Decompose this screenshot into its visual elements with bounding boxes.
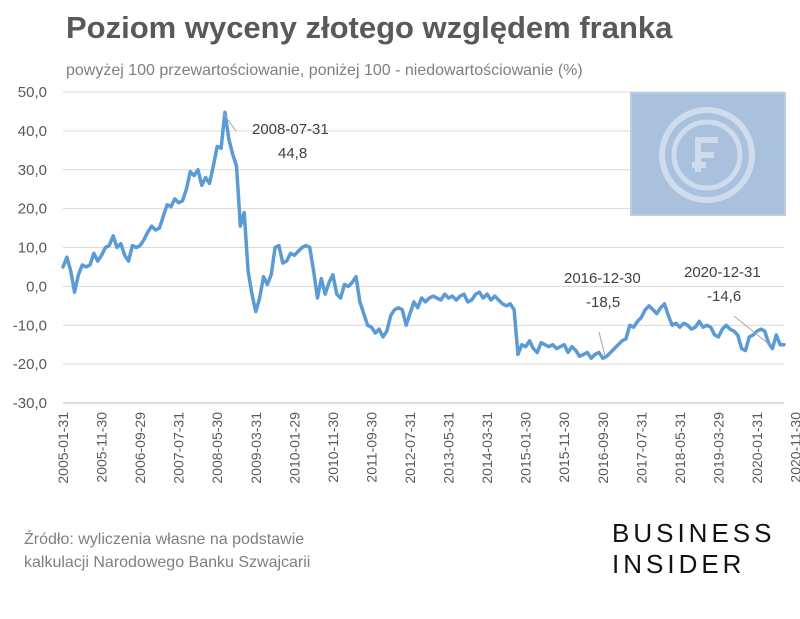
- source-note-line-2: kalkulacji Narodowego Banku Szwajcarii: [24, 554, 311, 571]
- x-tick-label: 2008-05-30: [209, 412, 225, 484]
- y-axis-ticks: 50,0 40,0 30,0 20,0 10,0 0,0 -10,0 -20,0 -30,0: [13, 84, 47, 412]
- x-tick-label: 2005-01-31: [55, 412, 71, 484]
- chart-title: Poziom wyceny złotego względem franka: [66, 10, 673, 45]
- annotation-value-1: 44,8: [278, 145, 307, 162]
- y-tick-label: 0,0: [26, 278, 47, 295]
- x-tick-label: 2016-09-30: [595, 412, 611, 484]
- annotation-date-3: 2020-12-31: [684, 264, 761, 281]
- x-tick-label: 2009-03-31: [248, 412, 264, 484]
- x-tick-label: 2013-05-31: [441, 412, 457, 484]
- business-insider-logo-line-2: INSIDER: [612, 549, 746, 579]
- x-tick-label: 2019-03-29: [711, 412, 727, 484]
- y-tick-label: -30,0: [13, 395, 47, 412]
- x-tick-label: 2010-01-29: [286, 412, 302, 484]
- y-tick-label: -10,0: [13, 317, 47, 334]
- x-tick-label: 2006-09-29: [132, 412, 148, 484]
- business-insider-logo-line-1: BUSINESS: [612, 518, 776, 548]
- x-axis-ticks: 2005-01-31 2005-11-30 2006-09-29 2007-07-31…: [55, 412, 800, 484]
- chart-subtitle: powyżej 100 przewartościowanie, poniżej …: [66, 62, 583, 79]
- source-note-line-1: Źródło: wyliczenia własne na podstawie: [24, 531, 305, 548]
- annotation-leader-1: [222, 112, 237, 132]
- y-tick-label: 40,0: [18, 123, 47, 140]
- annotation-leader-2: [598, 331, 606, 357]
- x-tick-label: 2012-07-31: [402, 412, 418, 484]
- y-tick-label: 20,0: [18, 201, 47, 218]
- annotation-date-2: 2016-12-30: [564, 270, 641, 287]
- x-tick-label: 2010-11-30: [325, 412, 341, 483]
- annotation-date-1: 2008-07-31: [252, 121, 329, 138]
- x-tick-label: 2014-03-31: [479, 412, 495, 484]
- line-chart: 50,0 40,0 30,0 20,0 10,0 0,0 -10,0 -20,0 -30,0 2…: [13, 84, 800, 484]
- x-tick-label: 2007-07-31: [171, 412, 187, 484]
- x-tick-label: 2015-11-30: [556, 412, 572, 483]
- x-tick-label: 2020-01-31: [749, 412, 765, 484]
- x-tick-label: 2017-07-31: [633, 412, 649, 484]
- y-tick-label: 30,0: [18, 162, 47, 179]
- annotation-leader-3: [733, 315, 771, 346]
- x-tick-label: 2018-05-31: [672, 412, 688, 484]
- x-tick-label: 2011-09-30: [363, 412, 379, 483]
- annotation-value-2: -18,5: [586, 294, 620, 311]
- x-tick-label: 2005-11-30: [94, 412, 110, 483]
- x-tick-label: 2015-01-30: [518, 412, 534, 484]
- franc-coin-icon: [630, 92, 786, 216]
- x-tick-label: 2020-11-30: [788, 412, 800, 483]
- y-tick-label: -20,0: [13, 356, 47, 373]
- series-line: [61, 110, 786, 361]
- y-tick-label: 10,0: [18, 240, 47, 257]
- y-tick-label: 50,0: [18, 84, 47, 101]
- annotation-value-3: -14,6: [707, 288, 741, 305]
